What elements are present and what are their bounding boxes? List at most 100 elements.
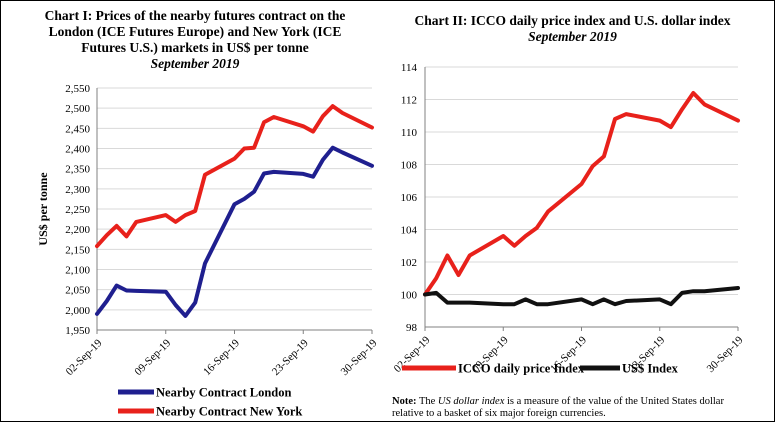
chart1-series-1-point xyxy=(332,147,334,149)
chart2-series-1-point xyxy=(659,120,661,122)
chart1-series-1-point xyxy=(371,165,373,167)
chart2-series-2-point xyxy=(457,302,460,304)
chart2-series-1-point xyxy=(692,92,694,94)
chart1-series-2-point xyxy=(165,214,167,216)
chart2-y-tick-label: 102 xyxy=(401,257,418,269)
chart2-series-1-point xyxy=(703,103,706,105)
chart2-series-2-point xyxy=(446,302,448,304)
chart1-series-2-point xyxy=(96,245,98,247)
chart1-series-2-point xyxy=(233,157,236,160)
chart1-y-tick-label: 2,400 xyxy=(65,144,90,156)
chart2-series-2-point xyxy=(659,298,661,300)
chart2-y-tick-label: 100 xyxy=(401,290,418,302)
note-text-after: is a measure of the value of the United … xyxy=(392,396,724,419)
chart2-y-tick-label: 104 xyxy=(401,225,418,237)
chart2-subtitle: September 2019 xyxy=(528,29,617,44)
note: Note: The US dollar index is a measure o… xyxy=(392,396,752,420)
note-label: Note: xyxy=(392,396,417,407)
chart1-x-tick-label: 16-Sep-19 xyxy=(201,337,242,378)
chart2-series-2-point xyxy=(536,303,538,305)
chart1-series-2-point xyxy=(341,112,344,114)
chart1-title: Chart I: Prices of the nearby futures co… xyxy=(10,8,380,72)
chart2-series-1-point xyxy=(737,120,739,122)
chart1-y-tick-label: 2,450 xyxy=(65,123,90,135)
chart2-series-2-point xyxy=(737,287,739,289)
chart2-series-1-point xyxy=(457,274,460,276)
chart1-title-line1: Chart I: Prices of the nearby futures co… xyxy=(44,8,346,23)
chart1-series-2-point xyxy=(371,126,373,129)
chart2-series-2-point xyxy=(513,303,516,305)
chart1-series-1-point xyxy=(233,203,236,205)
chart2-series-line-2 xyxy=(423,286,740,307)
chart1-y-tick-label: 2,000 xyxy=(65,305,90,317)
chart1-legend-label-1: Nearby Contract London xyxy=(156,386,291,400)
chart2-y-tick-label: 108 xyxy=(401,160,418,172)
chart1-series-1-point xyxy=(302,173,304,175)
chart1-series-2-point xyxy=(322,115,324,117)
chart1-y-tick-label: 2,550 xyxy=(65,83,90,95)
chart2-y-tick-label: 106 xyxy=(401,192,418,204)
chart2-series-1-point xyxy=(547,211,549,213)
chart1-series-1-point xyxy=(135,290,137,292)
chart1-y-tick-label: 2,300 xyxy=(65,184,90,196)
note-text-before: The xyxy=(418,396,436,407)
chart2-x-tick-label: 30-Sep-19 xyxy=(705,334,746,375)
chart2-title-text: Chart II: ICCO daily price index and U.S… xyxy=(414,13,731,28)
chart1-series-2-point xyxy=(106,234,108,236)
chart2-y-tick-label: 114 xyxy=(401,62,418,74)
chart1-series-1-point xyxy=(204,262,206,265)
chart1-series-2-point xyxy=(125,235,128,238)
chart1-series-1-point xyxy=(312,176,314,178)
chart2-y-tick-label: 112 xyxy=(401,95,417,107)
chart2-title: Chart II: ICCO daily price index and U.S… xyxy=(385,13,760,45)
chart2-series-2-point xyxy=(703,290,706,292)
chart1-series-1-point xyxy=(174,304,177,306)
chart1-series-line-1 xyxy=(95,145,374,318)
chart1-series-2-point xyxy=(204,174,206,176)
chart1-y-tick-label: 2,500 xyxy=(65,103,90,115)
chart2-series-1-point xyxy=(469,254,471,257)
chart1-y-tick-label: 2,250 xyxy=(65,204,90,216)
chart1-y-tick-label: 2,050 xyxy=(65,285,90,297)
chart2-series-1-point xyxy=(513,245,516,247)
chart1-series-1-point xyxy=(263,172,265,175)
chart1-series-1-point xyxy=(106,300,108,302)
chart1-series-1-point xyxy=(125,289,128,292)
chart2-series-1-point xyxy=(614,118,616,120)
chart1-y-tick-label: 2,150 xyxy=(65,244,90,256)
chart1-series-1-point xyxy=(341,151,344,154)
chart1-title-line2: London (ICE Futures Europe) and New York… xyxy=(48,24,342,39)
chart1-series-1-point xyxy=(116,285,118,287)
chart2-series-1-point xyxy=(603,155,605,157)
chart2-series-2-point xyxy=(603,298,605,300)
chart2-series-1-point xyxy=(681,108,683,110)
chart1-x-tick-label: 23-Sep-19 xyxy=(270,337,311,378)
chart2-series-1-point xyxy=(670,126,672,128)
chart1-series-1-point xyxy=(322,159,324,161)
chart1-series-line-2 xyxy=(95,104,374,249)
chart2-series-2-point xyxy=(469,302,471,304)
chart2-series-2-point xyxy=(435,292,437,294)
chart2-legend-label-2: US$ Index xyxy=(622,362,679,376)
chart1-y-tick-label: 2,350 xyxy=(65,164,90,176)
chart2-y-tick-label: 98 xyxy=(406,322,418,334)
chart2-series-2-point xyxy=(670,303,672,305)
chart2-series-1-point xyxy=(446,254,448,257)
chart1-y-tick-label: 2,200 xyxy=(65,224,90,236)
chart1-series-2-point xyxy=(116,225,118,227)
chart2-series-1-point xyxy=(502,235,504,237)
chart1-x-tick-label: 02-Sep-19 xyxy=(64,337,105,378)
chart1-legend-label-2: Nearby Contract New York xyxy=(156,405,302,419)
chart2-series-1-point xyxy=(536,227,538,229)
chart2-series-2-point xyxy=(502,303,504,305)
chart2-y-tick-label: 110 xyxy=(401,127,418,139)
chart1-series-2-point xyxy=(194,210,196,212)
chart2-series-1-point xyxy=(625,113,627,115)
note-emphasis: US dollar index xyxy=(437,396,505,407)
chart2-series-2-point xyxy=(580,298,583,300)
chart1-y-tick-label: 1,950 xyxy=(65,325,90,337)
chart1-series-1-point xyxy=(96,313,98,315)
chart1-series-2-point xyxy=(135,221,137,223)
chart2-series-line-1 xyxy=(423,91,740,297)
